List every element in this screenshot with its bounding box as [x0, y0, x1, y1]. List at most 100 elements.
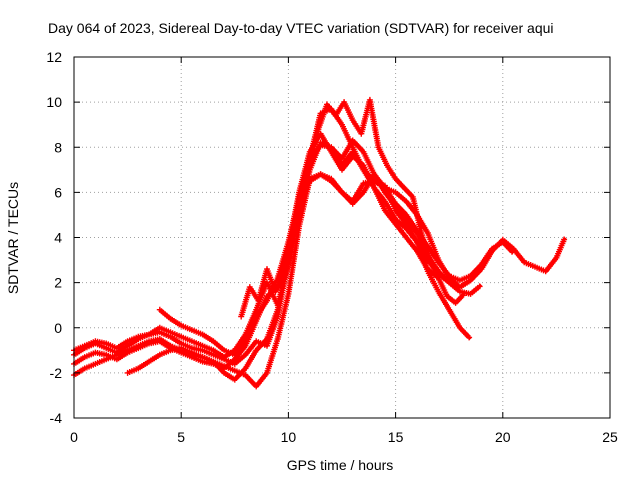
data-point-markers: [146, 353, 161, 365]
data-point-markers: [409, 193, 424, 234]
data-point-markers: [403, 211, 419, 232]
data-point-markers: [392, 207, 408, 226]
data-point-markers: [188, 354, 204, 364]
data-point-markers: [371, 171, 387, 190]
data-point-markers: [81, 341, 97, 352]
data-point-markers: [341, 99, 355, 122]
y-tick-label: 2: [54, 275, 62, 291]
data-point-markers: [532, 263, 547, 274]
data-point-markers: [113, 343, 129, 356]
data-point-markers: [274, 293, 291, 342]
data-point-markers: [178, 349, 193, 360]
x-tick-label: 15: [388, 429, 404, 445]
data-point-markers: [403, 225, 419, 244]
data-point-markers: [339, 189, 355, 205]
data-point-markers: [456, 278, 472, 291]
data-point-markers: [392, 175, 406, 190]
data-point-markers: [542, 256, 559, 275]
data-point-markers: [242, 340, 258, 358]
data-point-markers: [81, 350, 97, 361]
data-point-markers: [231, 344, 248, 363]
data-point-markers: [92, 340, 107, 351]
data-point-markers: [401, 184, 415, 199]
data-point-markers: [456, 324, 473, 341]
y-tick-label: -2: [50, 365, 63, 381]
data-point-markers: [349, 137, 365, 154]
data-point-markers: [178, 345, 193, 355]
data-point-markers: [167, 333, 183, 346]
data-point-markers: [452, 292, 466, 306]
data-point-markers: [414, 248, 430, 271]
data-point-markers: [418, 230, 433, 261]
data-point-markers: [231, 337, 248, 358]
data-point-markers: [381, 184, 398, 205]
data-point-markers: [371, 184, 387, 203]
data-point-markers: [167, 329, 183, 339]
y-tick-label: 6: [54, 184, 62, 200]
data-point-markers: [242, 315, 259, 342]
series-track-5: [124, 171, 515, 390]
data-point-markers: [264, 308, 280, 342]
y-tick-label: 4: [54, 230, 62, 246]
data-point-markers: [435, 259, 451, 278]
data-point-markers: [178, 333, 193, 344]
data-point-markers: [199, 354, 215, 364]
data-point-markers: [317, 171, 333, 183]
data-point-markers: [339, 155, 355, 173]
data-point-markers: [426, 257, 441, 280]
data-point-markers: [403, 234, 419, 253]
data-point-markers: [285, 225, 302, 297]
y-tick-label: 10: [46, 94, 62, 110]
data-point-markers: [238, 286, 253, 320]
data-point-markers: [81, 361, 97, 372]
data-point-markers: [199, 342, 215, 353]
data-point-markers: [384, 162, 398, 180]
data-point-markers: [178, 322, 193, 333]
data-point-markers: [446, 306, 462, 329]
data-point-markers: [553, 236, 568, 261]
axis-ticks: [73, 56, 611, 419]
y-axis-label: SDTVAR / TECUs: [5, 182, 21, 294]
data-point-markers: [467, 263, 483, 279]
data-point-markers: [221, 363, 236, 373]
data-point-markers: [188, 338, 204, 348]
data-point-markers: [188, 349, 204, 360]
data-point-markers: [210, 358, 225, 369]
chart-title: Day 064 of 2023, Sidereal Day-to-day VTE…: [48, 20, 554, 36]
data-point-markers: [456, 273, 472, 284]
data-point-markers: [381, 207, 398, 226]
data-layer: [71, 96, 568, 390]
data-point-markers: [281, 236, 296, 282]
data-point-markers: [135, 359, 151, 372]
data-point-markers: [315, 103, 330, 133]
data-point-markers: [124, 366, 140, 376]
data-point-markers: [156, 306, 172, 321]
data-point-markers: [349, 191, 365, 207]
data-point-markers: [253, 299, 269, 320]
data-point-markers: [199, 331, 215, 344]
y-tick-label: 0: [54, 320, 62, 336]
data-point-markers: [435, 288, 452, 311]
data-point-markers: [272, 277, 286, 295]
data-point-markers: [298, 164, 313, 205]
data-point-markers: [467, 283, 483, 297]
data-point-markers: [199, 347, 215, 357]
data-point-markers: [435, 275, 450, 298]
data-point-markers: [135, 332, 150, 342]
data-point-markers: [392, 221, 408, 239]
data-point-markers: [124, 337, 140, 349]
data-point-markers: [366, 96, 382, 149]
data-point-markers: [392, 189, 408, 203]
x-tick-label: 10: [281, 429, 297, 445]
data-point-markers: [392, 216, 408, 230]
data-point-markers: [113, 350, 129, 363]
data-point-markers: [328, 148, 344, 171]
x-tick-label: 25: [602, 429, 618, 445]
data-point-markers: [264, 266, 278, 293]
data-point-markers: [446, 272, 461, 283]
data-point-markers: [231, 367, 247, 378]
x-axis-label: GPS time / hours: [287, 457, 394, 473]
data-point-markers: [156, 329, 172, 339]
data-point-markers: [103, 351, 118, 362]
